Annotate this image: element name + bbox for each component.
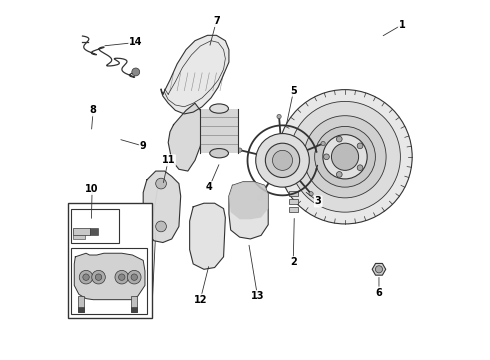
Circle shape <box>309 192 313 196</box>
Text: 5: 5 <box>290 86 297 96</box>
Circle shape <box>132 68 140 76</box>
Circle shape <box>357 165 363 171</box>
Polygon shape <box>190 203 225 269</box>
Ellipse shape <box>210 104 228 113</box>
Circle shape <box>256 134 309 187</box>
Bar <box>71 208 119 243</box>
Circle shape <box>304 116 386 198</box>
Circle shape <box>79 270 93 284</box>
Circle shape <box>119 274 125 280</box>
Circle shape <box>315 126 375 187</box>
Bar <box>289 199 298 204</box>
Bar <box>289 207 298 212</box>
Text: 9: 9 <box>140 141 147 151</box>
Bar <box>73 235 85 239</box>
Circle shape <box>331 143 359 170</box>
Polygon shape <box>229 182 268 219</box>
Text: 10: 10 <box>85 184 99 194</box>
Circle shape <box>131 274 138 280</box>
Polygon shape <box>168 103 202 171</box>
Circle shape <box>257 196 262 200</box>
Circle shape <box>115 270 128 284</box>
Polygon shape <box>372 264 386 275</box>
Bar <box>68 203 152 318</box>
Bar <box>200 109 238 153</box>
Bar <box>131 296 137 312</box>
Circle shape <box>357 143 363 149</box>
Text: 4: 4 <box>206 182 213 192</box>
Text: 1: 1 <box>399 19 406 30</box>
Circle shape <box>290 102 400 212</box>
Text: 7: 7 <box>213 16 220 26</box>
Circle shape <box>238 148 242 152</box>
Text: 6: 6 <box>375 288 382 297</box>
Bar <box>289 191 298 196</box>
Polygon shape <box>143 171 181 243</box>
Circle shape <box>266 143 300 177</box>
Circle shape <box>127 270 141 284</box>
Text: 8: 8 <box>90 105 97 115</box>
Circle shape <box>96 274 102 280</box>
Circle shape <box>321 141 325 146</box>
Text: 14: 14 <box>129 37 143 48</box>
Text: 11: 11 <box>161 156 175 165</box>
Bar <box>131 307 137 312</box>
Circle shape <box>156 178 167 189</box>
Bar <box>78 296 83 312</box>
Circle shape <box>337 172 342 177</box>
Text: 3: 3 <box>315 197 321 206</box>
Circle shape <box>375 266 383 273</box>
Polygon shape <box>229 182 268 239</box>
Bar <box>90 228 98 235</box>
Text: 13: 13 <box>251 291 264 301</box>
Circle shape <box>272 150 293 170</box>
Text: 2: 2 <box>290 257 296 267</box>
Circle shape <box>278 90 412 224</box>
Circle shape <box>83 274 89 280</box>
Circle shape <box>156 221 167 232</box>
Ellipse shape <box>210 149 228 158</box>
Text: 12: 12 <box>194 295 207 305</box>
Circle shape <box>92 270 105 284</box>
Circle shape <box>337 136 342 142</box>
Polygon shape <box>161 35 229 114</box>
Circle shape <box>323 154 329 159</box>
Polygon shape <box>74 253 145 300</box>
Bar <box>78 307 83 312</box>
Circle shape <box>323 135 367 179</box>
Circle shape <box>277 114 281 119</box>
Bar <box>71 248 147 314</box>
Bar <box>73 228 90 235</box>
